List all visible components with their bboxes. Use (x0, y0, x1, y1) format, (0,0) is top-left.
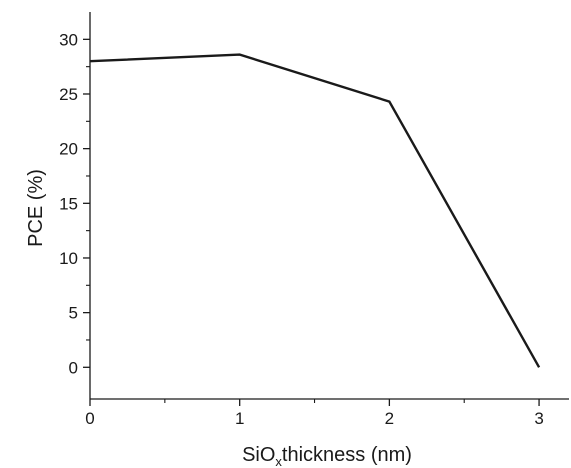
y-tick-label: 10 (59, 249, 78, 268)
x-ticks: 0 1 2 3 (85, 399, 544, 428)
x-axis-title-subscript: x (275, 454, 282, 468)
y-tick-label: 20 (59, 140, 78, 159)
x-axis-title: SiOxthickness (nm) (242, 444, 412, 468)
y-tick-label: 25 (59, 85, 78, 104)
y-tick-label: 5 (69, 304, 78, 323)
series-line (89, 53, 541, 368)
y-axis-title: PCE (%) (25, 169, 47, 247)
x-axis-title-rest: thickness (nm) (282, 444, 412, 466)
x-tick-label: 0 (85, 409, 94, 428)
y-ticks: 0 5 10 15 20 25 30 (59, 30, 90, 377)
y-tick-label: 15 (59, 194, 78, 213)
x-axis-title-main: SiO (242, 444, 275, 466)
x-tick-label: 2 (385, 409, 394, 428)
axes (89, 12, 569, 400)
x-tick-label: 1 (235, 409, 244, 428)
y-tick-label: 30 (59, 30, 78, 49)
plot-area (89, 53, 541, 368)
x-tick-label: 3 (534, 409, 543, 428)
y-tick-label: 0 (69, 358, 78, 377)
